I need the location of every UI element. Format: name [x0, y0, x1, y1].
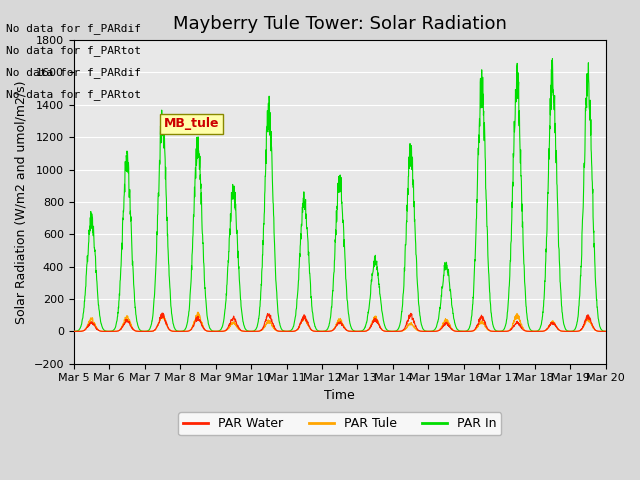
PAR Water: [566, 328, 574, 334]
PAR Water: [218, 328, 226, 334]
X-axis label: Time: Time: [324, 389, 355, 402]
PAR In: [425, 328, 433, 334]
PAR Tule: [495, 328, 502, 334]
PAR Tule: [355, 328, 363, 334]
PAR Tule: [218, 328, 226, 334]
PAR Water: [70, 328, 77, 334]
PAR In: [548, 56, 556, 61]
PAR In: [556, 246, 563, 252]
Y-axis label: Solar Radiation (W/m2 and umol/m2/s): Solar Radiation (W/m2 and umol/m2/s): [15, 80, 28, 324]
PAR Tule: [194, 309, 202, 315]
Text: No data for f_PARdif: No data for f_PARdif: [6, 23, 141, 34]
PAR Tule: [570, 328, 578, 334]
PAR Water: [367, 324, 374, 330]
PAR Water: [355, 328, 363, 334]
PAR In: [494, 328, 502, 334]
PAR Tule: [556, 327, 563, 333]
Legend: PAR Water, PAR Tule, PAR In: PAR Water, PAR Tule, PAR In: [179, 412, 501, 435]
PAR Water: [602, 328, 609, 334]
PAR Water: [570, 328, 578, 334]
PAR Tule: [389, 328, 397, 334]
Line: PAR Tule: PAR Tule: [74, 312, 605, 331]
PAR Tule: [70, 328, 77, 334]
PAR Water: [555, 327, 563, 333]
PAR In: [367, 293, 374, 299]
Title: Mayberry Tule Tower: Solar Radiation: Mayberry Tule Tower: Solar Radiation: [173, 15, 507, 33]
PAR In: [602, 328, 609, 334]
PAR Water: [158, 310, 166, 316]
PAR Tule: [367, 323, 374, 329]
Text: No data for f_PARtot: No data for f_PARtot: [6, 89, 141, 100]
PAR Water: [494, 328, 502, 334]
Line: PAR In: PAR In: [74, 59, 605, 331]
PAR In: [355, 328, 363, 334]
Text: No data for f_PARdif: No data for f_PARdif: [6, 67, 141, 78]
PAR In: [70, 328, 77, 334]
PAR Tule: [602, 328, 609, 334]
Text: No data for f_PARtot: No data for f_PARtot: [6, 45, 141, 56]
Text: MB_tule: MB_tule: [164, 118, 220, 131]
Line: PAR Water: PAR Water: [74, 313, 605, 331]
PAR In: [218, 324, 226, 330]
PAR In: [570, 327, 578, 333]
